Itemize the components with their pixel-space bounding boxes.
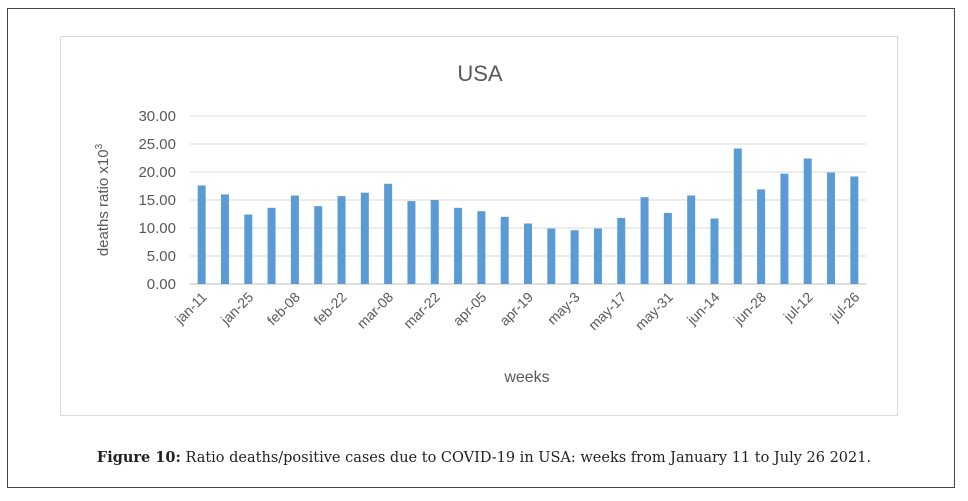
y-tick-label: 0.00 bbox=[147, 276, 176, 293]
x-tick-label: jun-28 bbox=[730, 289, 770, 329]
x-tick-label: may-31 bbox=[632, 289, 676, 333]
x-tick-label: may-3 bbox=[544, 289, 583, 328]
chart-title: USA bbox=[457, 61, 503, 86]
y-tick-label: 30.00 bbox=[138, 108, 176, 125]
y-tick-label: 20.00 bbox=[138, 164, 176, 181]
x-tick-label: mar-08 bbox=[354, 289, 397, 332]
x-tick-label: jan-25 bbox=[217, 289, 257, 329]
caption-label: Figure 10: bbox=[96, 449, 181, 466]
y-tick-label: 25.00 bbox=[138, 136, 176, 153]
bar-jan-18 bbox=[220, 194, 229, 284]
x-tick-label: apr-19 bbox=[496, 289, 536, 329]
bar-feb-22 bbox=[337, 196, 346, 284]
bar-apr-12 bbox=[500, 216, 509, 284]
bar-jun-21 bbox=[733, 148, 742, 284]
bar-mar-29 bbox=[454, 207, 463, 284]
x-tick-label: jan-11 bbox=[171, 289, 210, 328]
bar-jun-14 bbox=[710, 218, 719, 284]
bar-jul-12 bbox=[803, 158, 812, 284]
bar-mar-08 bbox=[384, 183, 393, 284]
caption-text: Ratio deaths/positive cases due to COVID… bbox=[180, 450, 872, 466]
bar-mar-22 bbox=[430, 200, 439, 284]
bar-may-3 bbox=[570, 230, 579, 284]
bar-apr-05 bbox=[477, 211, 486, 284]
bar-apr-26 bbox=[547, 228, 556, 284]
y-tick-label: 10.00 bbox=[138, 220, 176, 237]
x-tick-label: jul-26 bbox=[826, 289, 862, 325]
bar-jun-07 bbox=[687, 195, 696, 284]
bar-apr-19 bbox=[524, 223, 532, 284]
x-tick-label: feb-22 bbox=[310, 289, 350, 329]
y-tick-label: 15.00 bbox=[138, 192, 176, 209]
y-ticks: 0.00 5.00 10.00 15.00 20.00 25.00 30.00 bbox=[138, 108, 176, 293]
bar-mar-01 bbox=[360, 192, 369, 284]
bar-feb-15 bbox=[314, 206, 323, 284]
x-tick-label: apr-05 bbox=[450, 289, 490, 329]
x-tick-label: jun-14 bbox=[683, 289, 723, 329]
bar-may-10 bbox=[593, 228, 602, 284]
bar-feb-01 bbox=[267, 207, 276, 284]
y-axis-label-superscript: 3 bbox=[94, 143, 105, 149]
bar-jul-26 bbox=[850, 176, 859, 284]
bar-may-17 bbox=[617, 217, 626, 284]
bar-jun-28 bbox=[757, 189, 766, 284]
bar-jan-11 bbox=[197, 185, 206, 284]
bars bbox=[197, 148, 859, 284]
x-tick-label: may-17 bbox=[585, 289, 629, 333]
bar-may-31 bbox=[663, 212, 672, 284]
x-ticks: jan-11 jan-25 feb-08 feb-22 mar-08 mar-22 apr-… bbox=[171, 289, 863, 333]
bar-mar-15 bbox=[407, 201, 416, 284]
y-tick-label: 5.00 bbox=[147, 248, 176, 265]
x-tick-label: feb-08 bbox=[264, 289, 304, 329]
x-tick-label: jul-12 bbox=[780, 289, 816, 325]
bar-may-24 bbox=[640, 197, 649, 284]
y-axis-label: deaths ratio x103 bbox=[94, 143, 112, 256]
bar-jul-19 bbox=[827, 172, 836, 284]
bar-jan-25 bbox=[244, 214, 253, 284]
bar-jul-05 bbox=[780, 173, 789, 284]
y-axis-label-text: deaths ratio x10 bbox=[95, 149, 112, 256]
figure-caption: Figure 10: Ratio deaths/positive cases d… bbox=[0, 449, 968, 466]
x-tick-label: mar-22 bbox=[400, 289, 443, 332]
bar-feb-08 bbox=[290, 195, 299, 284]
x-axis-label: weeks bbox=[503, 369, 549, 386]
